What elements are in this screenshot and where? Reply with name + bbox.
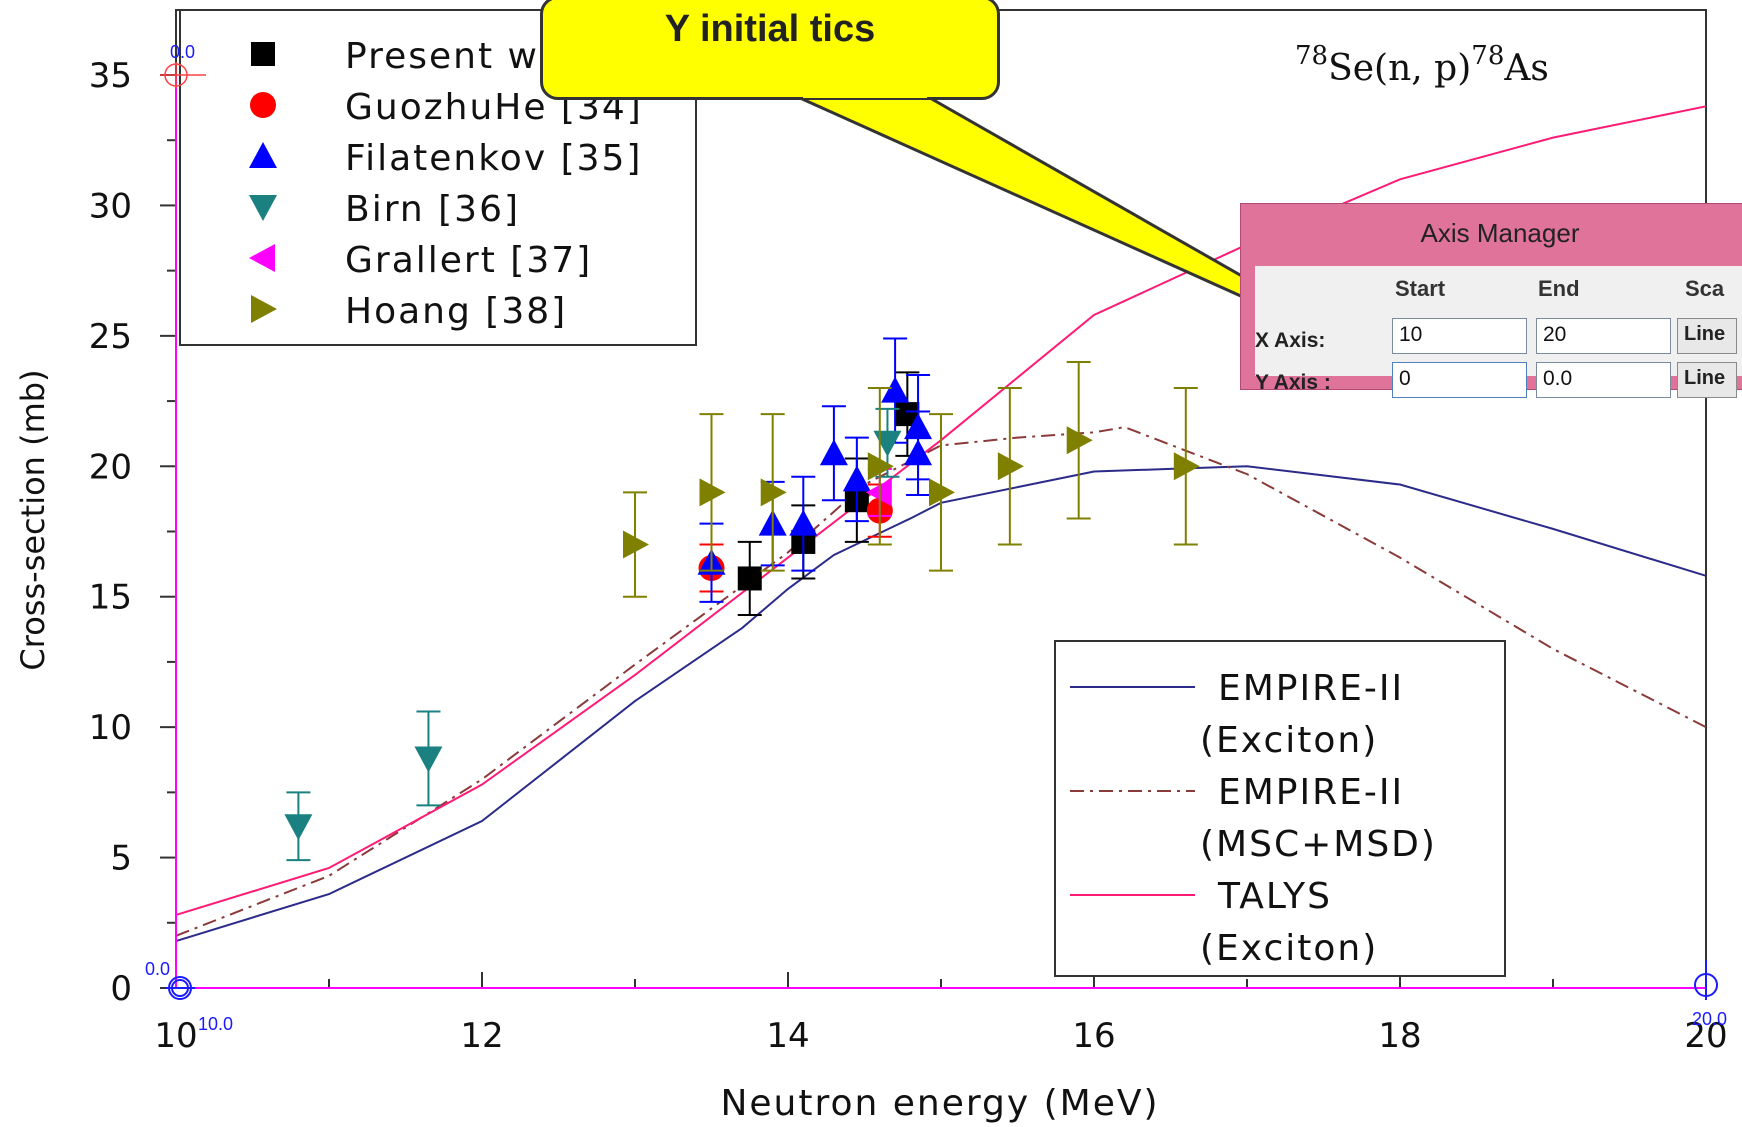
legend-entry-label: Birn [36] xyxy=(345,189,520,230)
line-legend: EMPIRE-II (Exciton) EMPIRE-II (MSC+MSD) TALY… xyxy=(1070,668,1437,969)
y-scale-button[interactable]: Line xyxy=(1677,362,1737,398)
y-start-field[interactable]: 0 xyxy=(1392,362,1527,398)
data-point xyxy=(904,439,933,466)
axis-manager-dialog[interactable]: Axis Manager Start End Sca X Axis: Y Axi… xyxy=(1240,203,1742,398)
legend-line-label: (Exciton) xyxy=(1200,720,1378,761)
y-tick-label: 5 xyxy=(110,839,132,879)
x-tick-label: 12 xyxy=(460,1016,503,1056)
y-tick-label: 20 xyxy=(89,447,132,487)
y-start-value: 0.0 xyxy=(145,959,170,979)
legend-entry-label: Grallert [37] xyxy=(345,240,592,281)
data-point xyxy=(760,478,787,507)
y-tick-label: 10 xyxy=(89,708,132,748)
line-legend-box xyxy=(1054,640,1506,977)
data-point xyxy=(249,244,275,272)
x-end-value: 20.0 xyxy=(1692,1009,1727,1029)
data-point xyxy=(251,42,275,66)
data-point xyxy=(1066,426,1093,455)
x-start-field[interactable]: 10 xyxy=(1392,318,1527,354)
x-tick-label: 20 xyxy=(1684,1016,1727,1056)
y-axis-row-label: Y Axis : xyxy=(1255,371,1331,394)
reaction-label: 78Se(n, p)78As xyxy=(1295,41,1549,89)
series-line xyxy=(175,426,1707,937)
axis-manager-grid: Start End Sca X Axis: Y Axis : 10 20 Lin… xyxy=(1255,266,1742,398)
data-point xyxy=(1173,452,1200,481)
callout-bubble: Y initial tics xyxy=(540,0,1000,100)
y-tick-label: 25 xyxy=(89,317,132,357)
x-tick-label: 16 xyxy=(1072,1016,1115,1056)
y-tick-label: 15 xyxy=(89,578,132,618)
digitizer-overlay: 0.0 0.0 10.0 20.0 xyxy=(145,42,1727,1034)
y-tick-label: 35 xyxy=(89,56,132,96)
data-point xyxy=(737,566,762,591)
data-point xyxy=(929,478,955,507)
callout-seam xyxy=(803,90,927,98)
data-point xyxy=(249,142,277,168)
legend-line-label: (Exciton) xyxy=(1200,928,1378,969)
legend-line-label: EMPIRE-II xyxy=(1218,668,1404,709)
x-scale-button[interactable]: Line xyxy=(1677,318,1737,354)
data-point xyxy=(249,195,277,221)
legend-line-label: TALYS xyxy=(1217,876,1332,917)
y-end-value: 0.0 xyxy=(170,42,195,62)
col-start-header: Start xyxy=(1395,276,1446,301)
data-point xyxy=(250,92,276,118)
x-tick-label: 18 xyxy=(1378,1016,1421,1056)
y-tick-label: 30 xyxy=(89,186,132,226)
legend-line-label: EMPIRE-II xyxy=(1218,772,1404,813)
x-end-field[interactable]: 20 xyxy=(1536,318,1671,354)
x-tick-label: 14 xyxy=(766,1016,809,1056)
data-point xyxy=(284,814,313,841)
data-point xyxy=(789,509,818,536)
data-point xyxy=(867,452,894,481)
y-axis-title: Cross-section (mb) xyxy=(14,369,52,670)
x-axis-title: Neutron energy (MeV) xyxy=(720,1083,1159,1124)
legend-line-label: (MSC+MSD) xyxy=(1200,824,1437,865)
axis-manager-title: Axis Manager xyxy=(1420,218,1580,248)
scatter-series-group xyxy=(284,337,1200,862)
data-point xyxy=(842,465,871,492)
data-point xyxy=(881,376,910,403)
legend-entry-label: Filatenkov [35] xyxy=(345,138,642,179)
data-point xyxy=(251,295,277,323)
x-tick-label: 10 xyxy=(154,1016,197,1056)
col-scale-header: Sca xyxy=(1685,276,1725,301)
x-axis-row-label: X Axis: xyxy=(1255,329,1326,352)
data-point xyxy=(623,530,649,559)
x-start-value: 10.0 xyxy=(198,1014,233,1034)
legend-entry-label: Hoang [38] xyxy=(345,291,567,332)
data-point xyxy=(414,746,443,773)
col-end-header: End xyxy=(1538,276,1580,301)
callout-text: Y initial tics xyxy=(664,8,876,50)
data-point xyxy=(997,452,1024,481)
data-point xyxy=(699,478,726,507)
series-line xyxy=(175,465,1707,943)
data-point xyxy=(819,439,848,466)
y-tick-labels: 0 5 10 15 20 25 30 35 xyxy=(89,56,132,1009)
x-tick-labels: 10 12 14 16 18 20 xyxy=(154,1016,1727,1056)
y-tick-label: 0 xyxy=(110,969,132,1009)
y-end-field[interactable]: 0.0 xyxy=(1536,362,1671,398)
